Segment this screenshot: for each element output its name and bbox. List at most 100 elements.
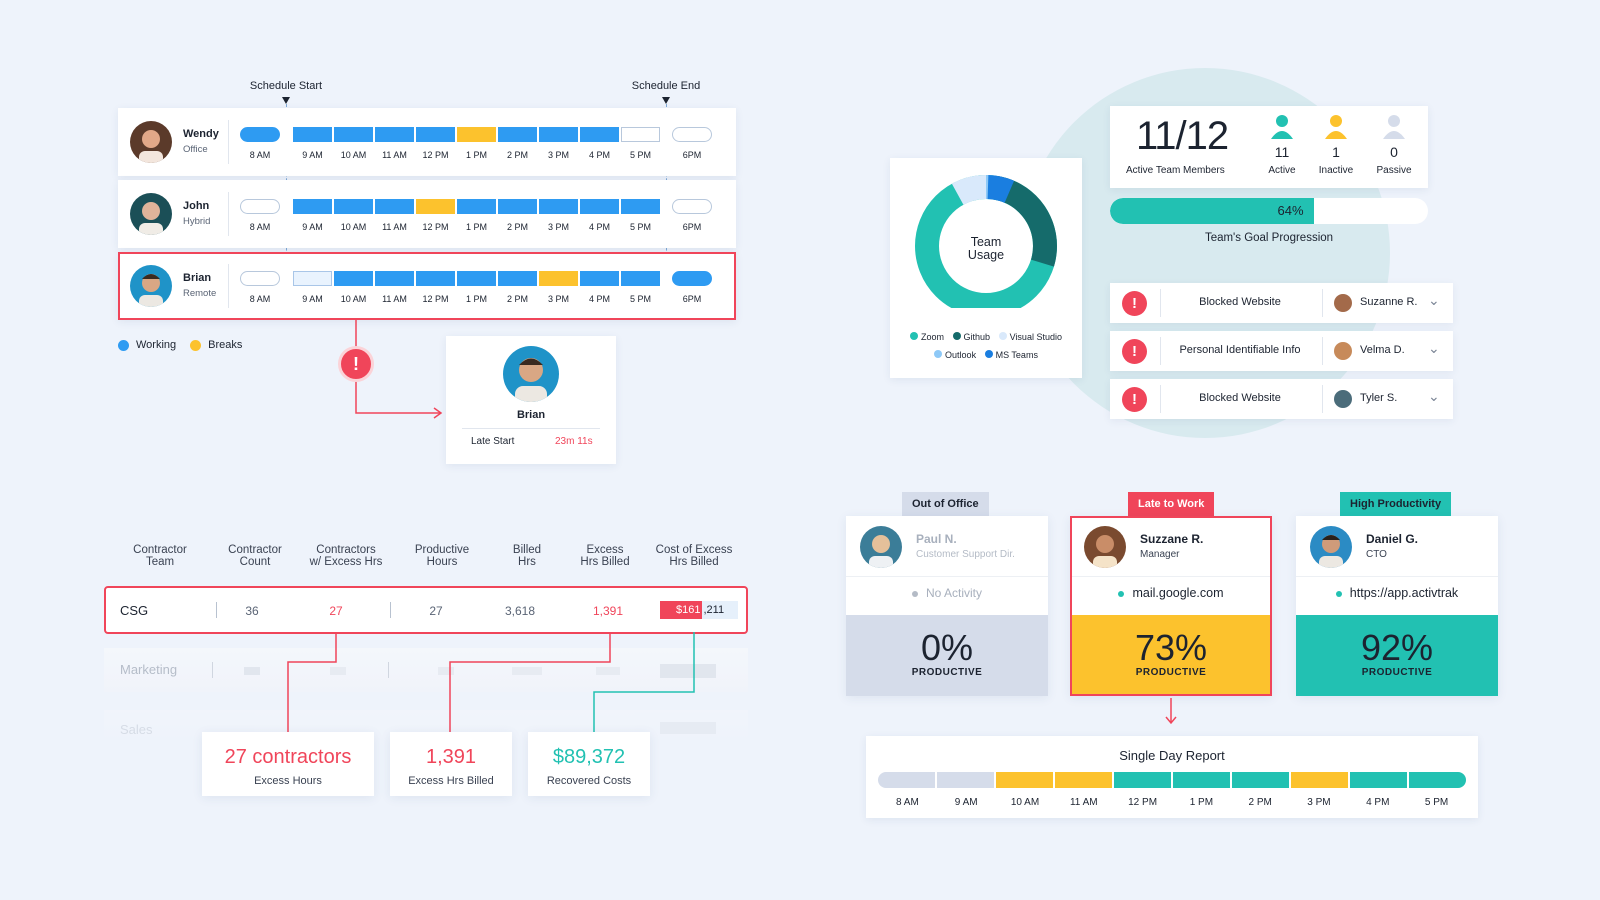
popup-late-label: Late Start [471, 436, 515, 447]
avatar [130, 121, 172, 163]
header-contractor-team: Contractor Team [115, 544, 205, 568]
donut-legend-row2: Outlook MS Teams [890, 350, 1082, 360]
down-arrow-icon [1165, 698, 1177, 725]
bar-8am [240, 127, 280, 142]
header-line: Contractor [228, 544, 282, 556]
placeholder-bar [438, 667, 454, 675]
hour-label: 11 AM [382, 150, 407, 160]
inactive-count: 1 [1332, 144, 1340, 160]
bar-9am [293, 199, 332, 214]
hour-label: 4 PM [588, 222, 610, 232]
card-divider [1296, 576, 1498, 577]
activity-row: No Activity [846, 586, 1048, 600]
bar-5pm [621, 199, 660, 214]
team-members-card: 11/12 Active Team Members 11 Active 1 In… [1110, 106, 1428, 188]
schedule-row-wendy[interactable]: Wendy Office 8 AM 9 AM 10 AM 11 AM 12 PM… [118, 108, 736, 176]
goal-percent: 64% [1277, 203, 1304, 218]
report-bar-11am [1055, 772, 1112, 788]
bar-1pm [457, 127, 496, 142]
schedule-start-marker: Schedule Start [246, 80, 326, 104]
header-productive-hours: Productive Hours [397, 544, 487, 568]
report-bar-3pm [1291, 772, 1348, 788]
alert-row[interactable]: ! Personal Identifiable Info Velma D. ⌄ [1110, 331, 1453, 371]
hour-label: 3 PM [1307, 797, 1331, 808]
placeholder-bar [330, 667, 346, 675]
alert-title: Blocked Website [1199, 392, 1281, 404]
hour-label: 2 PM [1248, 797, 1272, 808]
bar-2pm [498, 127, 537, 142]
header-line: Count [239, 556, 271, 568]
popup-divider [462, 428, 600, 429]
row-divider [228, 264, 229, 308]
employee-name: Suzzane R. [1140, 532, 1204, 546]
table-row-csg[interactable]: CSG 36 27 27 3,618 1,391 $161,211 [104, 586, 748, 634]
alert-row[interactable]: ! Blocked Website Tyler S. ⌄ [1110, 379, 1453, 419]
productivity-footer: 0% PRODUCTIVE [846, 615, 1048, 696]
schedule-row-brian[interactable]: Brian Remote 8 AM 9 AM 10 AM 11 AM 12 PM… [118, 252, 736, 320]
bar-5pm [621, 271, 660, 286]
chevron-down-icon[interactable]: ⌄ [1428, 388, 1440, 404]
placeholder-bar [660, 664, 716, 678]
productive-percent: 0% [920, 627, 974, 668]
row-divider [228, 120, 229, 164]
alert-row[interactable]: ! Blocked Website Suzanne R. ⌄ [1110, 283, 1453, 323]
bar-4pm [580, 127, 619, 142]
activity-row: mail.google.com [1072, 586, 1270, 600]
tag-out-of-office: Out of Office [902, 492, 989, 516]
header-excess-billed: Excess Hrs Billed [565, 544, 645, 568]
bar-11am [375, 199, 414, 214]
active-ratio: 11/12 [1136, 114, 1229, 158]
header-line: Productive [414, 544, 470, 556]
hour-label: 5 PM [629, 222, 651, 232]
hour-label: 5 PM [1424, 797, 1449, 808]
header-line: Contractors [316, 544, 376, 556]
bar-2pm [498, 271, 537, 286]
cell-team: Sales [120, 722, 153, 737]
hour-label: 1 PM [465, 222, 487, 232]
legend-visual-studio: Visual Studio [1009, 332, 1062, 342]
avatar [1334, 294, 1352, 312]
avatar [1334, 342, 1352, 360]
productivity-card-paul[interactable]: Paul N. Customer Support Dir. No Activit… [846, 516, 1048, 696]
chevron-down-icon[interactable]: ⌄ [1428, 340, 1440, 356]
legend-github: Github [963, 332, 991, 342]
table-row-faded: Marketing [104, 648, 748, 692]
header-line: Hrs Billed [669, 556, 719, 568]
suzzane-avatar-image [1084, 526, 1126, 568]
placeholder-bar [244, 667, 260, 675]
productivity-card-daniel[interactable]: Daniel G. CTO https://app.activtrak 92% … [1296, 516, 1498, 696]
header-excess-contractors: Contractors w/ Excess Hrs [296, 544, 396, 568]
report-bar-8am [878, 772, 935, 788]
header-line: Contractor [133, 544, 187, 556]
hour-label: 12 PM [1128, 797, 1158, 808]
report-bar-5pm [1409, 772, 1466, 788]
hour-label: 6PM [682, 222, 702, 232]
hour-label: 10 AM [1010, 797, 1040, 808]
chevron-down-icon[interactable]: ⌄ [1428, 292, 1440, 308]
schedule-row-john[interactable]: John Hybrid 8 AM 9 AM 10 AM 11 AM 12 PM … [118, 180, 736, 248]
header-line: Team [145, 556, 175, 568]
placeholder-bar [660, 722, 716, 734]
schedule-end-arrow [662, 97, 670, 104]
bar-8am [240, 199, 280, 214]
bar-11am [375, 271, 414, 286]
bar-10am [334, 271, 373, 286]
bar-3pm [539, 199, 578, 214]
avatar [1334, 390, 1352, 408]
bar-6pm [672, 127, 712, 142]
schedule-legend: Working Breaks [118, 339, 242, 351]
hour-label: 2 PM [506, 294, 528, 304]
report-title: Single Day Report [1119, 748, 1225, 763]
report-bar-10am [996, 772, 1053, 788]
outlook-dot-icon [934, 350, 943, 358]
hour-label: 6PM [682, 294, 702, 304]
late-start-popup: Brian Late Start 23m 11s [446, 336, 616, 464]
warning-icon: ! [1122, 291, 1147, 316]
productivity-card-suzzane[interactable]: Suzzane R. Manager mail.google.com 73% P… [1070, 516, 1272, 696]
schedule-end-label: Schedule End [631, 80, 701, 92]
cell-count: 36 [245, 604, 259, 618]
alert-title: Blocked Website [1199, 296, 1281, 308]
avatar [1310, 526, 1352, 568]
employee-role: CTO [1366, 549, 1387, 560]
productive-percent: 92% [1360, 627, 1434, 668]
